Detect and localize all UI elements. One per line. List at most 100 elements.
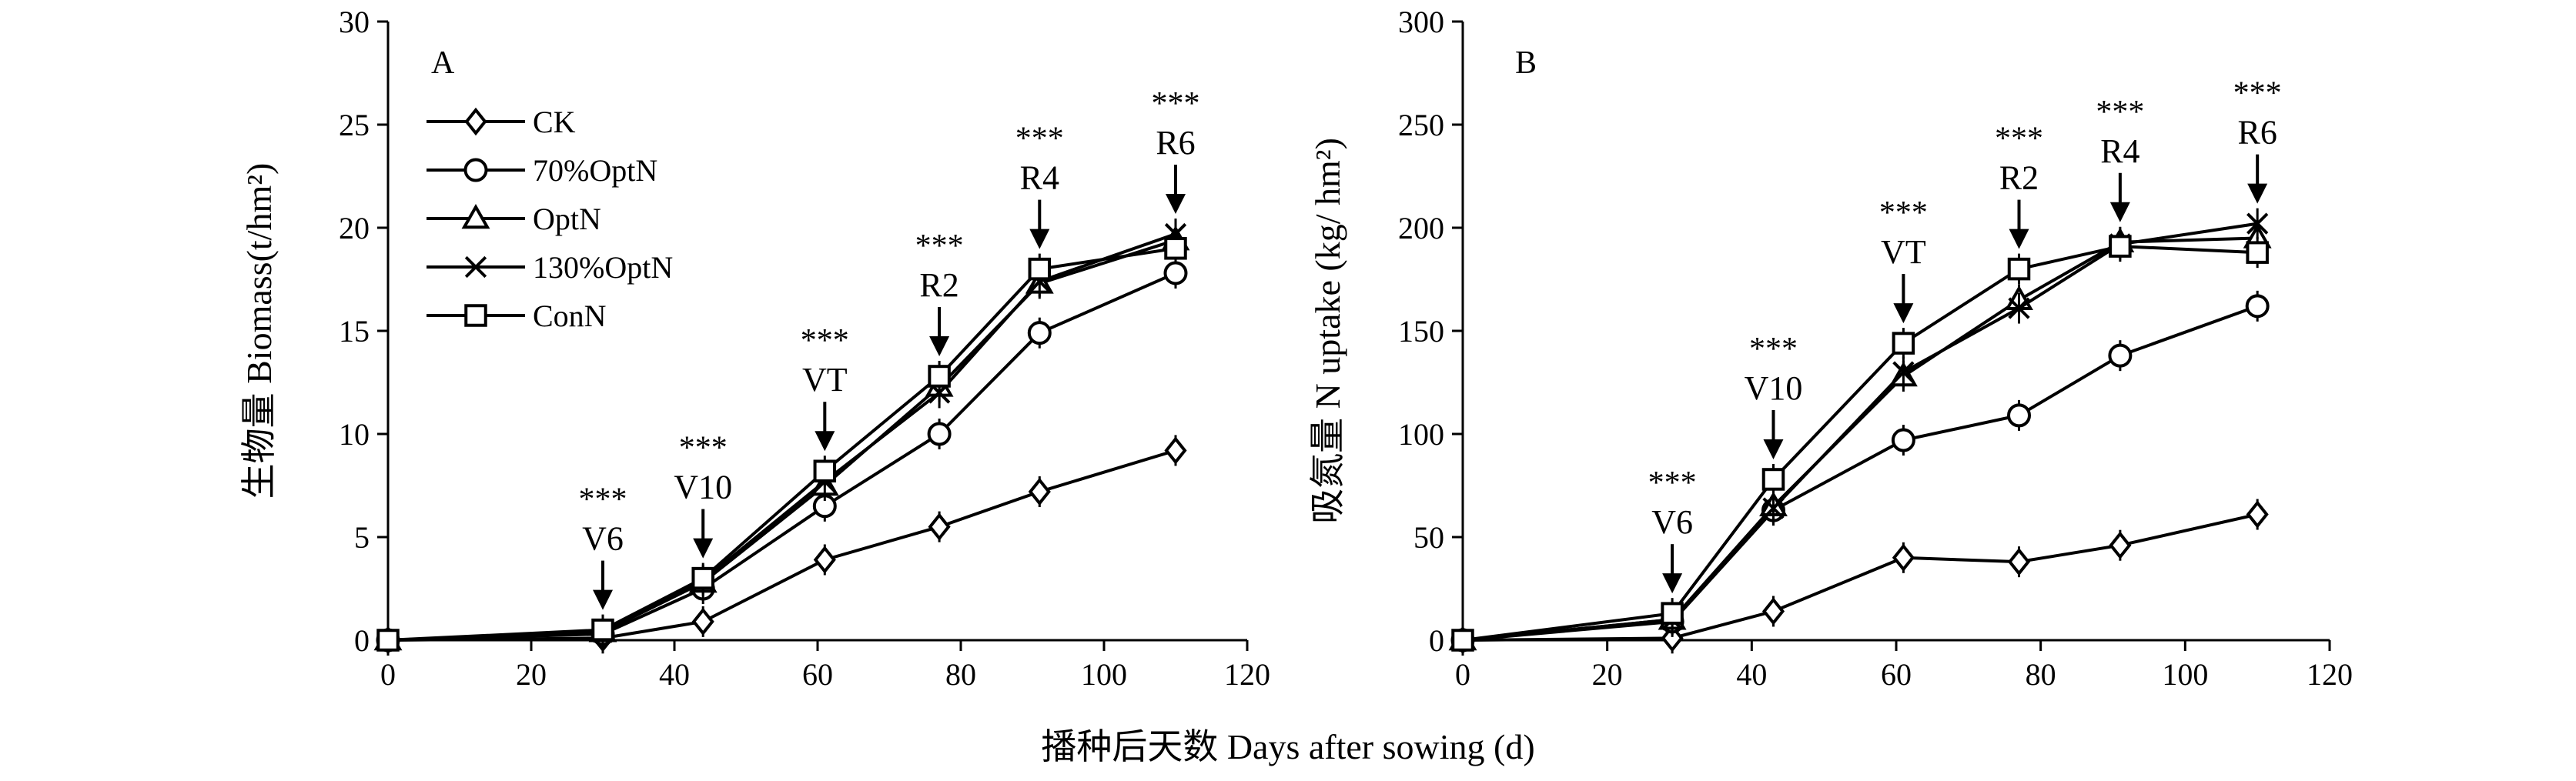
panel-b-series-line-optn	[1462, 236, 2258, 642]
panel-b-data-point-130pct-optn	[1762, 497, 1785, 519]
panel-b-stage-vt: VT***	[1879, 195, 1928, 324]
panel-b-x-tick-label: 20	[1592, 657, 1623, 692]
legend-label: ConN	[533, 299, 607, 333]
panel-b-y-tick-label: 150	[1398, 314, 1444, 349]
panel-b-series-ck	[1451, 499, 2269, 656]
panel-b-y-tick-label: 200	[1398, 211, 1444, 245]
panel-b-x-tick-label: 100	[2162, 657, 2208, 692]
legend-swatch-marker	[464, 304, 487, 327]
legend-swatch-marker	[461, 203, 490, 229]
panel-a-x-tick-label: 100	[1081, 657, 1127, 692]
panel-b-series-conn	[1451, 231, 2269, 656]
legend-swatch-marker	[464, 255, 487, 279]
panel-b-series-line-130pct-optn	[1462, 222, 2258, 642]
panel-b-series-line-ck	[1462, 512, 2258, 642]
panel-a-stage-v6: V6***	[579, 482, 627, 610]
panel-b-stage-v6: V6***	[1648, 466, 1697, 594]
panel-a-data-point-conn	[591, 618, 614, 642]
panel-b-data-point-ck	[2007, 547, 2031, 576]
panel-a-y-tick-label: 30	[339, 5, 370, 39]
panel-a-stage-v10: V10***	[674, 431, 732, 559]
panel-a-data-point-conn	[376, 629, 400, 652]
panel-b-n-uptake-chart: 0 50 100 150 200 250 300 0 20 40 60 80 100 120 吸氮量 N u…	[1308, 5, 2353, 692]
panel-b-series-optn	[1448, 222, 2272, 656]
panel-a-series-optn	[373, 225, 1190, 656]
panel-b-significance-label: ***	[1995, 122, 2043, 157]
panel-b-stage-label: R6	[2237, 114, 2277, 152]
panel-b-stage-r4: R4***	[2096, 95, 2144, 222]
legend-label: 130%OptN	[533, 250, 673, 285]
panel-b-stage-arrow-head	[2247, 183, 2268, 204]
panel-a-data-point-70pct-optn	[1163, 261, 1188, 285]
panel-a-data-point-ck	[928, 512, 951, 541]
legend-item-70pct-optn: 70%OptN	[427, 153, 657, 188]
panel-b-stage-v10: V10***	[1745, 332, 1803, 459]
panel-a-y-tick-label: 5	[354, 520, 370, 555]
panel-b-data-point-conn	[1451, 629, 1474, 652]
panel-b-stage-label: R4	[2100, 132, 2139, 170]
panel-b-series-line-70pct-optn	[1462, 304, 2258, 642]
panel-a-x-tick-label: 120	[1224, 657, 1270, 692]
panel-a-series-line-130pct-optn	[387, 232, 1176, 642]
panel-b-data-point-130pct-optn	[2008, 297, 2030, 319]
panel-b-data-point-ck	[1892, 543, 1915, 572]
panel-a-significance-label: ***	[579, 482, 627, 518]
panel-b-data-point-ck	[2246, 500, 2269, 529]
panel-b-x-tick-label: 120	[2307, 657, 2353, 692]
panel-b-data-point-conn	[1661, 602, 1684, 625]
legend-label: OptN	[533, 202, 601, 236]
panel-b-x-tick-label: 0	[1455, 657, 1470, 692]
panel-a-x-tick-label: 40	[659, 657, 690, 692]
legend-item-130pct-optn: 130%OptN	[427, 250, 673, 285]
panel-b-data-point-ck	[2109, 531, 2132, 559]
panel-a-stage-label: VT	[802, 361, 848, 399]
panel-b-x-tick-label: 40	[1736, 657, 1767, 692]
panel-a-x-tick-label: 60	[802, 657, 833, 692]
panel-a-data-point-70pct-optn	[1027, 321, 1052, 345]
panel-b-data-point-70pct-optn	[2245, 294, 2270, 319]
panel-a-data-point-conn	[691, 566, 714, 590]
panel-a-stage-r2: R2***	[915, 229, 964, 356]
panel-a-significance-label: ***	[801, 323, 849, 359]
panel-b-stage-arrow-head	[1763, 439, 1784, 459]
panel-b-stage-arrow-head	[1662, 573, 1683, 594]
panel-a-stage-label: V10	[674, 469, 732, 506]
panel-b-y-tick-label: 50	[1413, 520, 1444, 555]
panel-b-stage-label: V10	[1745, 369, 1803, 407]
panel-a-stage-arrow-head	[1029, 229, 1050, 249]
panel-a-series-line-70pct-optn	[387, 272, 1176, 642]
panel-a-series-conn	[376, 232, 1187, 656]
panel-b-stage-label: R2	[1999, 159, 2039, 197]
panel-b-y-tick-label: 250	[1398, 108, 1444, 142]
panel-b-significance-label: ***	[2096, 95, 2144, 130]
panel-a-series-line-ck	[387, 449, 1176, 642]
panel-b-data-point-70pct-optn	[2007, 403, 2032, 428]
panel-a-data-point-conn	[813, 459, 837, 482]
panel-a-significance-label: ***	[1152, 86, 1200, 122]
panel-b-letter: B	[1515, 45, 1537, 81]
panel-a-stage-arrow-head	[1166, 194, 1186, 215]
panel-b-stage-r2: R2***	[1995, 122, 2043, 249]
panel-a-stage-arrow-head	[593, 589, 613, 610]
legend-swatch-marker	[464, 107, 487, 136]
legend-label: CK	[533, 105, 576, 139]
panel-a-stage-label: R6	[1156, 124, 1195, 162]
panel-b-stage-arrow-head	[2109, 202, 2130, 222]
panel-a-letter: A	[431, 45, 455, 81]
panel-a-data-point-ck	[1164, 436, 1187, 465]
panel-a-stage-label: R2	[919, 266, 958, 304]
panel-a-data-point-conn	[928, 365, 951, 388]
panel-a-significance-label: ***	[915, 229, 964, 264]
shared-x-axis-title: 播种后天数 Days after sowing (d)	[1041, 727, 1534, 766]
panel-b-series-line-conn	[1462, 245, 2258, 642]
legend-item-optn: OptN	[427, 202, 601, 236]
panel-b-significance-label: ***	[2233, 76, 2282, 112]
panel-b-x-tick-label: 80	[2026, 657, 2056, 692]
panel-a-data-point-ck	[813, 546, 836, 574]
panel-a-y-axis-title: 生物量 Biomass(t/hm²)	[239, 163, 279, 499]
panel-a-stage-r4: R4***	[1015, 122, 1064, 249]
panel-b-y-tick-label: 0	[1429, 623, 1444, 658]
panel-a-y-tick-label: 10	[339, 417, 370, 452]
panel-b-data-point-conn	[1761, 468, 1785, 491]
panel-b-stage-label: VT	[1881, 233, 1926, 271]
